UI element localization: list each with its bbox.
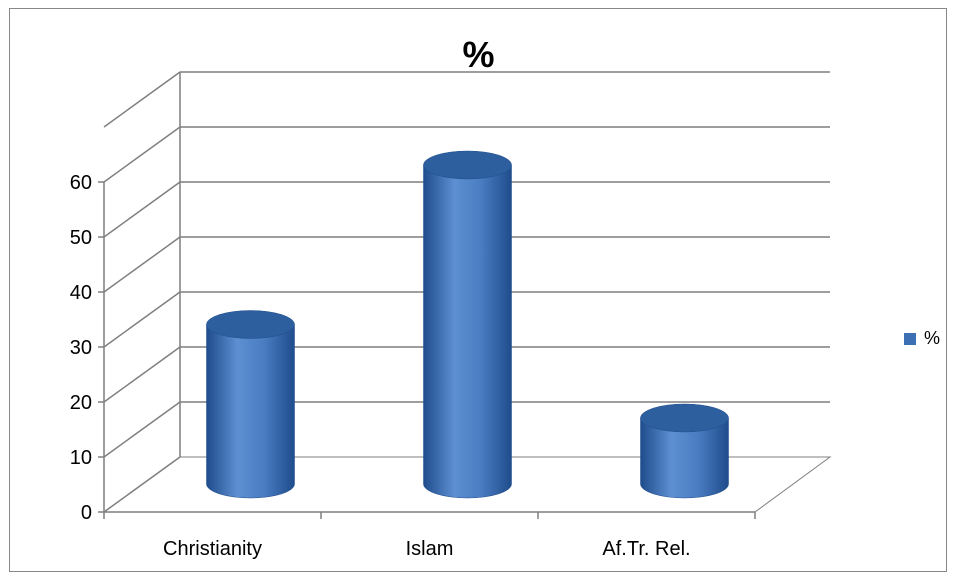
y-tick-label: 20	[70, 392, 92, 414]
y-tick-label: 50	[70, 227, 92, 249]
y-tick-label: 60	[70, 172, 92, 194]
gridline-side	[103, 401, 181, 458]
bar-top	[206, 310, 295, 339]
bar	[423, 150, 512, 499]
bar-body	[206, 324, 295, 499]
y-tick-label: 30	[70, 337, 92, 359]
y-tick-label: 0	[81, 502, 92, 524]
bar-top	[423, 150, 512, 180]
bar-body	[640, 417, 729, 499]
gridline-side	[103, 346, 181, 403]
x-tick-label: Af.Tr. Rel.	[602, 538, 690, 560]
gridline-side	[103, 126, 181, 183]
x-tick-label: Islam	[406, 538, 454, 560]
chart-title: %	[462, 34, 495, 75]
gridline-side-top	[103, 71, 181, 128]
y-tick-label: 10	[70, 447, 92, 469]
gridline-side	[103, 181, 181, 238]
bar	[640, 403, 729, 499]
gridline-side	[103, 456, 181, 513]
bar-top	[640, 403, 729, 433]
legend-label: %	[924, 328, 941, 348]
x-tick-label: Christianity	[163, 538, 262, 560]
gridline-side	[103, 236, 181, 293]
y-tick-label: 40	[70, 282, 92, 304]
legend: %	[904, 328, 940, 349]
bar-body	[423, 164, 512, 499]
legend-swatch	[904, 332, 916, 345]
gridline-side	[103, 291, 181, 348]
bar	[206, 310, 295, 499]
